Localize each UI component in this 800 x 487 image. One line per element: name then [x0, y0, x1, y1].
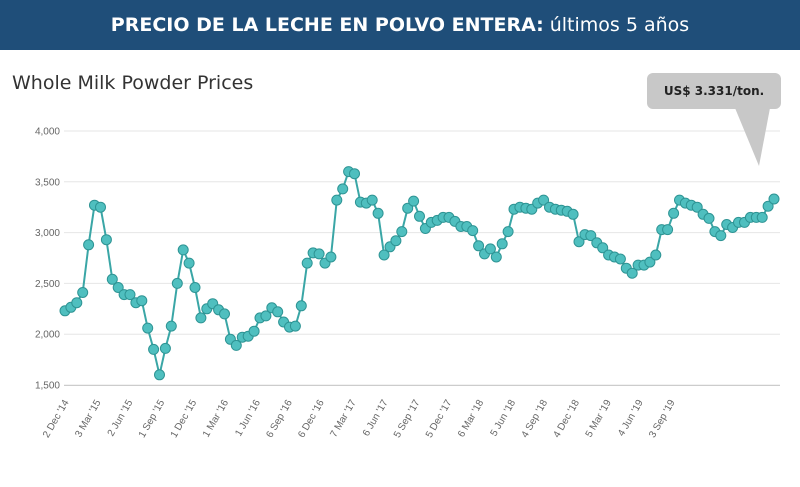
data-point — [762, 200, 774, 212]
data-point — [668, 207, 680, 219]
data-point — [106, 273, 118, 285]
data-point — [691, 201, 703, 213]
banner-title-bold: PRECIO DE LA LECHE EN POLVO ENTERA: — [110, 14, 544, 36]
data-point — [71, 297, 83, 309]
data-point — [467, 225, 479, 237]
y-tick-label: 2,000 — [35, 330, 60, 341]
data-point — [154, 369, 165, 381]
data-point — [408, 195, 420, 207]
data-point — [148, 343, 160, 355]
data-point — [159, 342, 171, 354]
data-point — [715, 230, 727, 242]
data-point — [95, 201, 106, 213]
data-point — [77, 287, 89, 298]
data-point — [349, 168, 360, 180]
data-point — [331, 194, 343, 206]
data-point — [195, 312, 207, 324]
data-point — [248, 325, 260, 337]
data-point — [496, 238, 508, 250]
data-point — [124, 289, 136, 301]
y-tick-label: 4,000 — [35, 127, 60, 138]
data-point — [171, 277, 183, 289]
data-point — [83, 239, 95, 251]
data-point — [177, 244, 189, 256]
data-point — [414, 210, 425, 222]
data-point — [473, 240, 485, 252]
data-point — [230, 339, 242, 351]
data-point — [703, 212, 715, 224]
data-point — [337, 183, 349, 195]
data-point — [189, 282, 201, 293]
data-point — [402, 202, 414, 214]
data-point — [301, 257, 313, 269]
data-point — [378, 249, 390, 261]
y-tick-label: 3,000 — [35, 228, 60, 239]
data-point — [165, 320, 177, 332]
data-point — [756, 211, 768, 223]
data-point — [768, 193, 780, 205]
data-point — [538, 194, 550, 206]
data-point — [260, 310, 272, 322]
chart-title: Whole Milk Powder Prices — [12, 72, 254, 94]
data-point — [325, 251, 337, 263]
data-point — [626, 267, 638, 279]
y-tick-label: 2,500 — [35, 279, 60, 290]
data-point — [614, 253, 626, 265]
y-tick-label: 3,500 — [35, 177, 60, 188]
series-layer — [59, 166, 780, 381]
data-point — [396, 226, 408, 238]
data-point — [142, 322, 154, 334]
data-point — [502, 226, 514, 238]
data-point — [372, 207, 384, 219]
latest-price-callout: US$ 3.331/ton. — [647, 73, 781, 109]
data-point — [390, 235, 402, 247]
data-point — [366, 194, 378, 206]
data-point — [112, 282, 124, 293]
data-point — [219, 308, 230, 320]
latest-price-label: US$ 3.331/ton. — [663, 84, 765, 98]
data-point — [484, 243, 496, 255]
data-point — [573, 236, 585, 248]
data-point — [313, 248, 325, 260]
page-banner: PRECIO DE LA LECHE EN POLVO ENTERA: últi… — [0, 0, 800, 50]
data-point — [136, 295, 148, 307]
data-point — [490, 251, 502, 263]
data-point — [567, 208, 579, 220]
data-point — [183, 257, 195, 269]
data-point — [272, 306, 284, 318]
data-point — [585, 230, 597, 242]
data-point — [662, 224, 674, 236]
data-point — [295, 300, 307, 312]
y-tick-label: 1,500 — [35, 381, 60, 392]
banner-title-period: últimos 5 años — [549, 14, 690, 36]
data-point — [650, 249, 662, 261]
data-point — [597, 242, 609, 254]
data-point — [644, 256, 656, 268]
data-point — [100, 234, 112, 246]
data-point — [289, 320, 301, 332]
